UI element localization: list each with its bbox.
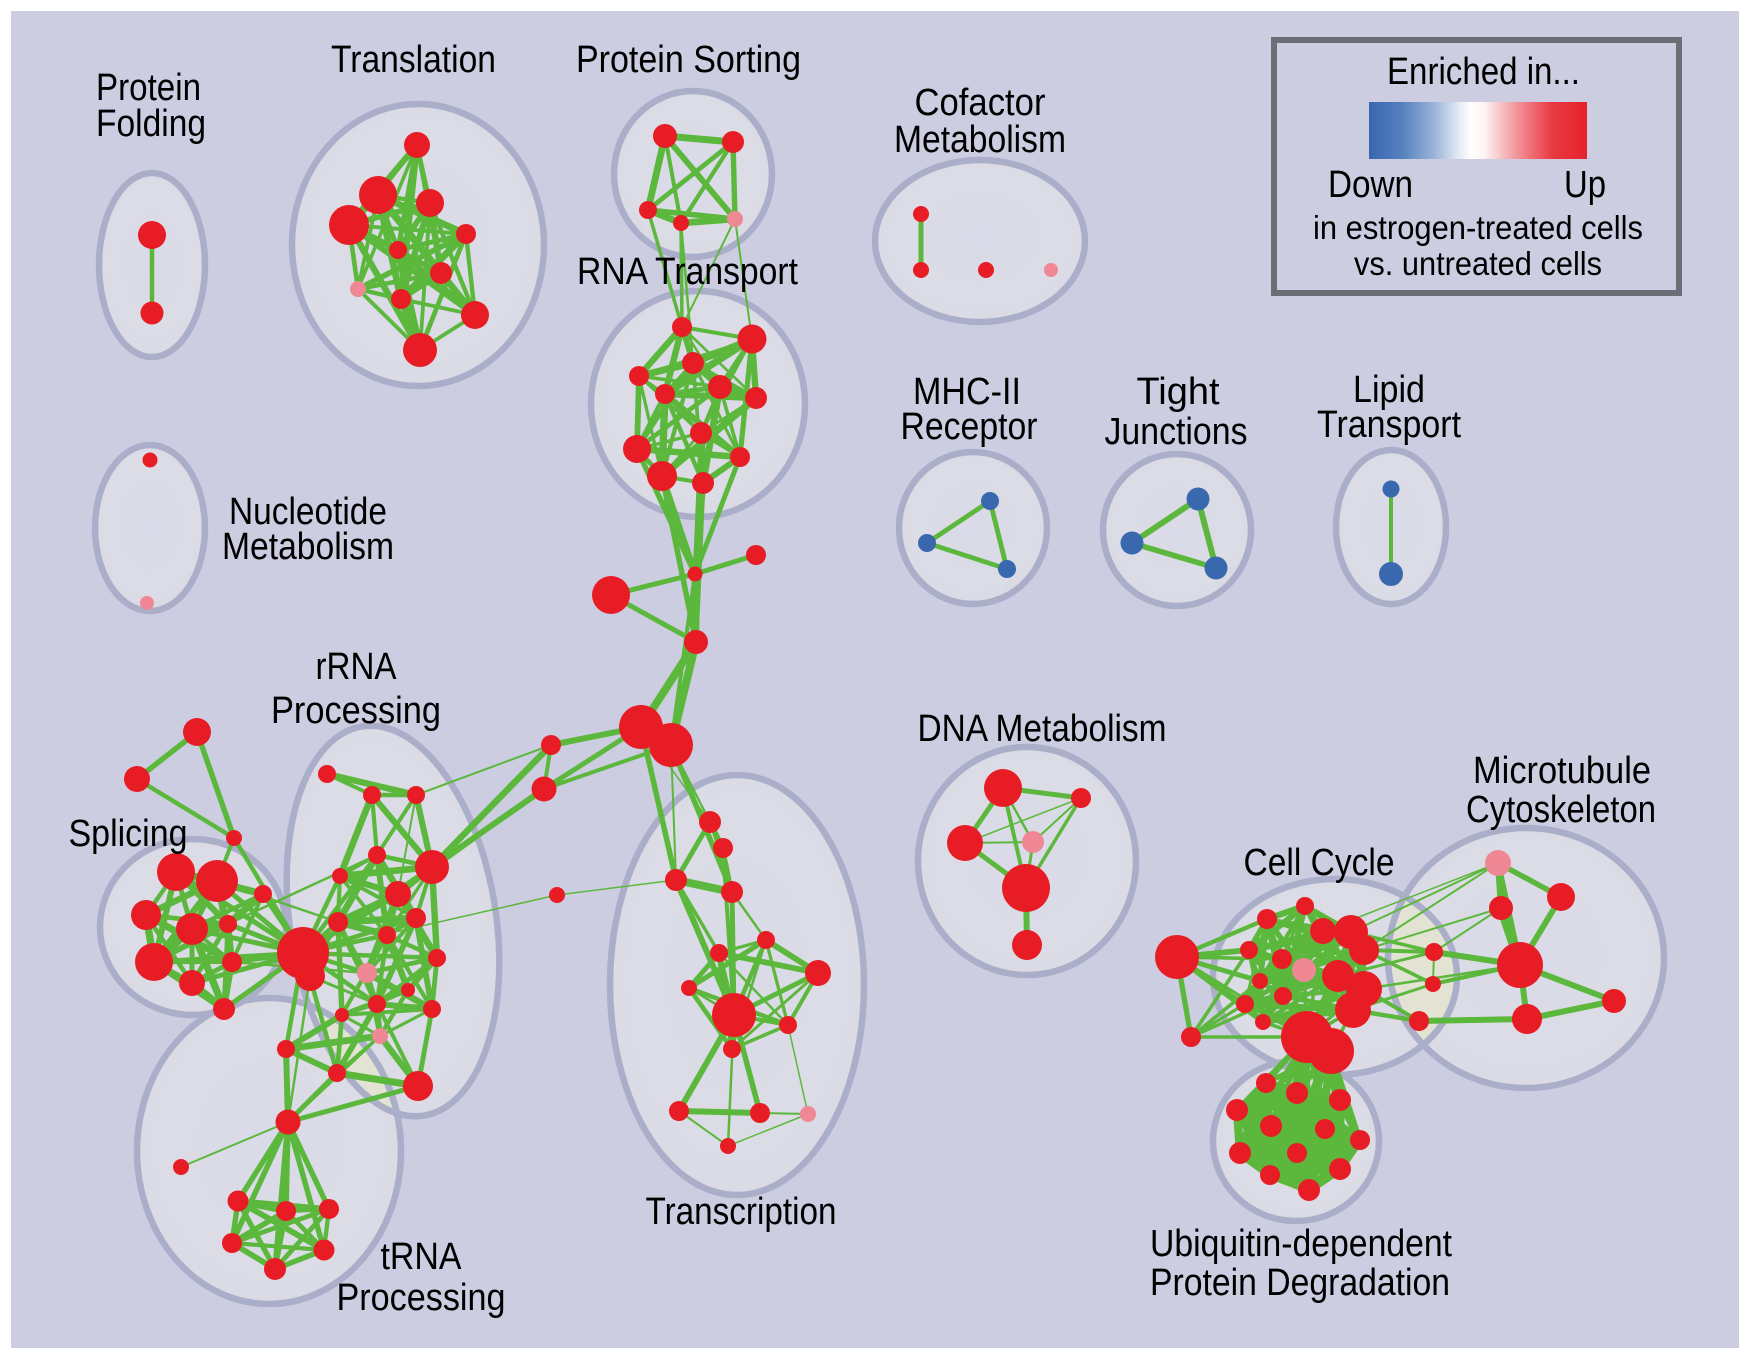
svg-text:Cofactor: Cofactor (915, 82, 1046, 124)
svg-text:Up: Up (1564, 164, 1606, 206)
svg-text:Protein Sorting: Protein Sorting (576, 39, 801, 81)
svg-text:Junctions: Junctions (1105, 411, 1248, 453)
svg-text:Enriched in...: Enriched in... (1387, 51, 1580, 93)
svg-text:DNA Metabolism: DNA Metabolism (918, 708, 1167, 750)
svg-text:Down: Down (1328, 164, 1413, 206)
svg-text:RNA Transport: RNA Transport (577, 251, 798, 293)
svg-text:Splicing: Splicing (69, 813, 188, 855)
svg-text:MHC-II: MHC-II (913, 371, 1021, 413)
svg-text:vs. untreated cells: vs. untreated cells (1354, 245, 1602, 282)
svg-text:Cytoskeleton: Cytoskeleton (1466, 789, 1656, 831)
svg-text:Microtubule: Microtubule (1473, 750, 1651, 792)
svg-text:Lipid: Lipid (1353, 369, 1425, 411)
svg-text:Processing: Processing (337, 1277, 506, 1319)
svg-text:Protein Degradation: Protein Degradation (1150, 1262, 1450, 1304)
svg-text:Ubiquitin-dependent: Ubiquitin-dependent (1150, 1223, 1452, 1265)
svg-text:Metabolism: Metabolism (894, 119, 1066, 161)
svg-text:Nucleotide: Nucleotide (229, 491, 387, 533)
svg-text:Protein: Protein (96, 67, 201, 109)
svg-text:tRNA: tRNA (381, 1236, 463, 1278)
svg-text:Metabolism: Metabolism (222, 526, 394, 568)
svg-text:Receptor: Receptor (901, 406, 1038, 448)
svg-text:Cell Cycle: Cell Cycle (1244, 842, 1395, 884)
svg-text:Transcription: Transcription (646, 1191, 837, 1233)
svg-text:Processing: Processing (271, 690, 441, 732)
svg-text:Translation: Translation (331, 39, 496, 81)
svg-text:rRNA: rRNA (316, 646, 398, 688)
svg-text:Transport: Transport (1317, 404, 1461, 446)
svg-text:in estrogen-treated cells: in estrogen-treated cells (1313, 209, 1643, 246)
svg-text:Folding: Folding (96, 103, 206, 145)
svg-text:Tight: Tight (1137, 371, 1220, 413)
